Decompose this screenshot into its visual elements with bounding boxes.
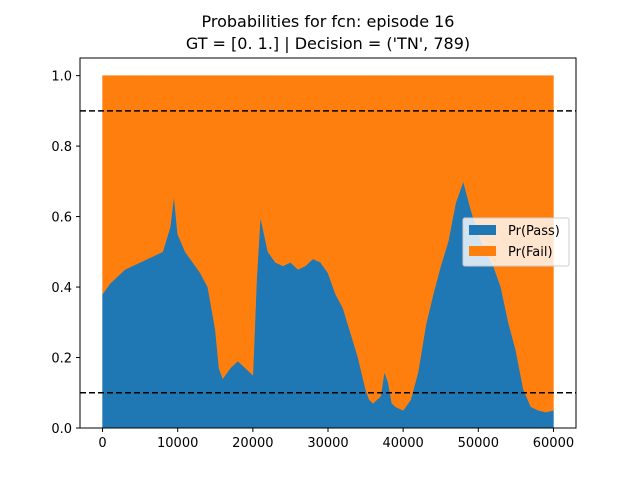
x-tick-label: 40000 xyxy=(382,436,423,451)
y-tick-label: 0.8 xyxy=(51,140,72,155)
y-tick-label: 0.4 xyxy=(51,281,72,296)
x-tick-label: 20000 xyxy=(232,436,273,451)
area-series-fail xyxy=(102,75,554,413)
y-tick-label: 1.0 xyxy=(51,70,72,85)
threshold-lines xyxy=(80,110,576,394)
x-tick-label: 10000 xyxy=(157,436,198,451)
x-tick-label: 60000 xyxy=(533,436,574,451)
y-axis: 0.0 0.2 0.4 0.6 0.8 1.0 xyxy=(51,70,80,437)
x-tick-label: 50000 xyxy=(458,436,499,451)
x-tick-label: 0 xyxy=(98,436,106,451)
x-axis: 0 10000 20000 30000 40000 50000 60000 xyxy=(98,428,574,451)
area-layer xyxy=(102,75,554,429)
legend-swatch-pass xyxy=(469,225,496,235)
legend-label-fail: Pr(Fail) xyxy=(508,245,553,260)
legend-swatch-fail xyxy=(469,246,496,256)
x-tick-label: 30000 xyxy=(307,436,348,451)
y-tick-label: 0.2 xyxy=(51,352,72,367)
chart-title: Probabilities for fcn: episode 16 xyxy=(202,12,455,31)
legend: Pr(Pass) Pr(Fail) xyxy=(462,217,570,267)
y-tick-label: 0.6 xyxy=(51,211,72,226)
legend-label-pass: Pr(Pass) xyxy=(508,224,560,239)
y-tick-label: 0.0 xyxy=(51,422,72,437)
chart-subtitle: GT = [0. 1.] | Decision = ('TN', 789) xyxy=(186,34,470,53)
